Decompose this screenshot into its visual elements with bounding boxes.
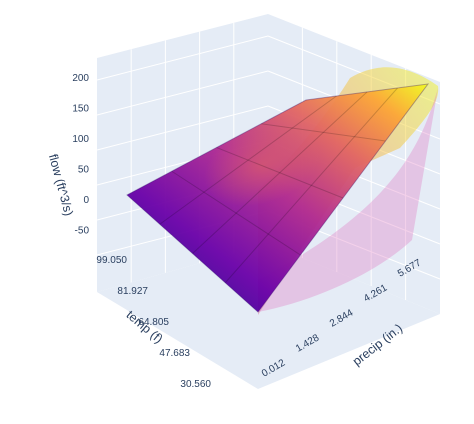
temp-tick-label: 99.050 (96, 255, 127, 266)
grid-line (96, 105, 269, 151)
grid-line (96, 70, 269, 116)
plane-grid (159, 87, 398, 284)
z-tick-label: 200 (72, 73, 89, 84)
surface-bulge (204, 123, 320, 207)
temp-tick-label: 47.683 (159, 348, 190, 359)
z-axis-title: flow (ft^3/s) (46, 152, 76, 217)
temp-axis-ticks: 99.050 81.927 64.805 47.683 30.560 (96, 255, 211, 390)
z-axis-ticks: 200 150 100 50 0 -50 (72, 73, 89, 237)
z-tick-label: 50 (78, 165, 90, 176)
temp-tick-label: 64.805 (138, 317, 169, 328)
z-tick-label: -50 (75, 226, 90, 237)
z-tick-label: 0 (83, 195, 89, 206)
plane-grid-line (159, 95, 337, 225)
plane-grid-line (261, 123, 386, 142)
plane-grid-line (171, 170, 301, 256)
surface-edge (126, 83, 430, 313)
curved-surface-lower (258, 88, 438, 312)
temp-tick-label: 30.560 (180, 379, 211, 390)
temp-tick-label: 81.927 (117, 286, 148, 297)
floor-pane (97, 244, 440, 389)
plane-grid-line (192, 91, 368, 254)
grid-line (96, 35, 269, 81)
plane-grid-line (216, 147, 344, 199)
z-tick-label: 150 (72, 104, 89, 115)
plane-grid-line (224, 87, 398, 284)
z-tick-label: 100 (72, 134, 89, 145)
